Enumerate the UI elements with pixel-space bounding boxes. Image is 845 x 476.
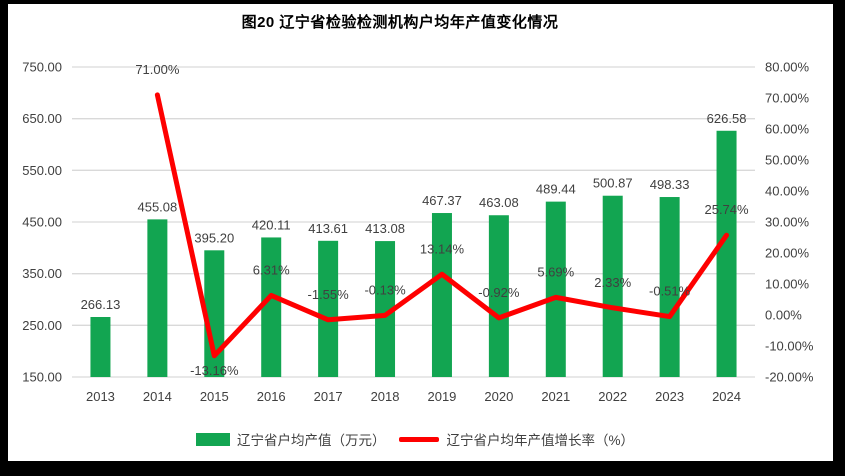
left-axis-tick-label: 550.00 xyxy=(22,163,62,178)
bar xyxy=(659,197,680,377)
line-data-label: 5.69% xyxy=(537,264,574,279)
bar-data-label: 266.13 xyxy=(81,297,121,312)
bar xyxy=(716,130,737,377)
x-axis-category-label: 2020 xyxy=(484,389,513,404)
x-axis-category-label: 2022 xyxy=(598,389,627,404)
right-axis-tick-label: 0.00% xyxy=(765,308,802,323)
right-axis-tick-label: -20.00% xyxy=(765,370,814,385)
bar xyxy=(431,213,452,377)
x-axis-category-label: 2013 xyxy=(86,389,115,404)
right-axis-tick-label: 30.00% xyxy=(765,215,810,230)
line-data-label: 13.14% xyxy=(420,241,465,256)
line-data-label: -0.92% xyxy=(478,285,520,300)
line-series-swatch-icon xyxy=(399,436,440,442)
bar xyxy=(318,240,339,377)
line-data-label: -0.51% xyxy=(649,284,691,299)
line-data-label: 6.31% xyxy=(253,262,290,277)
bar xyxy=(147,219,168,377)
bar xyxy=(488,215,509,377)
screenshot-border-top xyxy=(0,0,845,4)
bar-data-label: 413.08 xyxy=(365,221,405,236)
bar-data-label: 395.20 xyxy=(194,230,234,245)
x-axis-category-label: 2018 xyxy=(371,389,400,404)
right-axis-tick-label: 80.00% xyxy=(765,60,810,75)
chart-legend: 辽宁省户均产值（万元） 辽宁省户均年产值增长率（%） xyxy=(0,429,830,449)
right-axis-tick-label: 60.00% xyxy=(765,122,810,137)
bar-data-label: 500.87 xyxy=(593,176,633,191)
bar-series-label: 辽宁省户均产值（万元） xyxy=(236,433,386,448)
x-axis-category-label: 2014 xyxy=(143,389,172,404)
bar-data-label: 463.08 xyxy=(479,195,519,210)
bar-data-label: 489.44 xyxy=(536,182,576,197)
right-axis-tick-label: 70.00% xyxy=(765,91,810,106)
line-data-label: 25.74% xyxy=(704,202,749,217)
bar xyxy=(375,241,396,377)
bar-data-label: 467.37 xyxy=(422,193,462,208)
right-axis-tick-label: 10.00% xyxy=(765,277,810,292)
legend-item-bar-series: 辽宁省户均产值（万元） xyxy=(195,429,386,449)
bar-series-swatch-icon xyxy=(195,432,230,446)
bar-data-label: 626.58 xyxy=(707,111,747,126)
x-axis-category-label: 2024 xyxy=(712,389,741,404)
x-axis-category-label: 2023 xyxy=(655,389,684,404)
screenshot-border-left xyxy=(0,0,8,462)
growth-rate-line xyxy=(154,92,730,359)
left-axis-tick-label: 350.00 xyxy=(22,266,62,281)
line-data-label: -0.13% xyxy=(364,282,406,297)
right-axis-tick-label: 50.00% xyxy=(765,153,810,168)
right-axis-tick-label: -10.00% xyxy=(765,339,814,354)
left-axis-tick-label: 150.00 xyxy=(22,370,62,385)
bar xyxy=(545,201,566,377)
bar-data-label: 455.08 xyxy=(137,199,177,214)
line-data-label: -1.55% xyxy=(308,287,350,302)
left-axis-tick-label: 750.00 xyxy=(22,60,62,75)
bar-data-label: 413.61 xyxy=(308,221,348,236)
bar xyxy=(90,316,111,377)
line-data-label: 2.33% xyxy=(594,275,631,290)
right-axis-tick-label: 20.00% xyxy=(765,246,810,261)
left-axis-tick-label: 650.00 xyxy=(22,111,62,126)
bar-data-label: 498.33 xyxy=(650,177,690,192)
bar-data-label: 420.11 xyxy=(252,217,291,232)
right-axis-tick-label: 40.00% xyxy=(765,184,810,199)
screenshot-border-bottom xyxy=(0,461,845,476)
x-axis-category-label: 2021 xyxy=(541,389,570,404)
x-axis-category-label: 2016 xyxy=(257,389,286,404)
x-axis-category-label: 2017 xyxy=(314,389,343,404)
bar xyxy=(261,237,282,377)
left-axis-tick-label: 450.00 xyxy=(22,215,62,230)
legend-item-line-series: 辽宁省户均年产值增长率（%） xyxy=(399,429,634,449)
screenshot-border-right xyxy=(833,0,845,462)
line-series-label: 辽宁省户均年产值增长率（%） xyxy=(446,433,634,448)
x-axis-category-label: 2019 xyxy=(427,389,456,404)
left-axis-tick-label: 250.00 xyxy=(22,318,62,333)
chart-title: 图20 辽宁省检验检测机构户均年产值变化情况 xyxy=(241,14,559,31)
line-data-label: -13.16% xyxy=(190,363,239,378)
x-axis-category-label: 2015 xyxy=(200,389,229,404)
bar xyxy=(204,250,225,377)
line-data-label: 71.00% xyxy=(135,62,180,77)
bar xyxy=(602,195,623,377)
